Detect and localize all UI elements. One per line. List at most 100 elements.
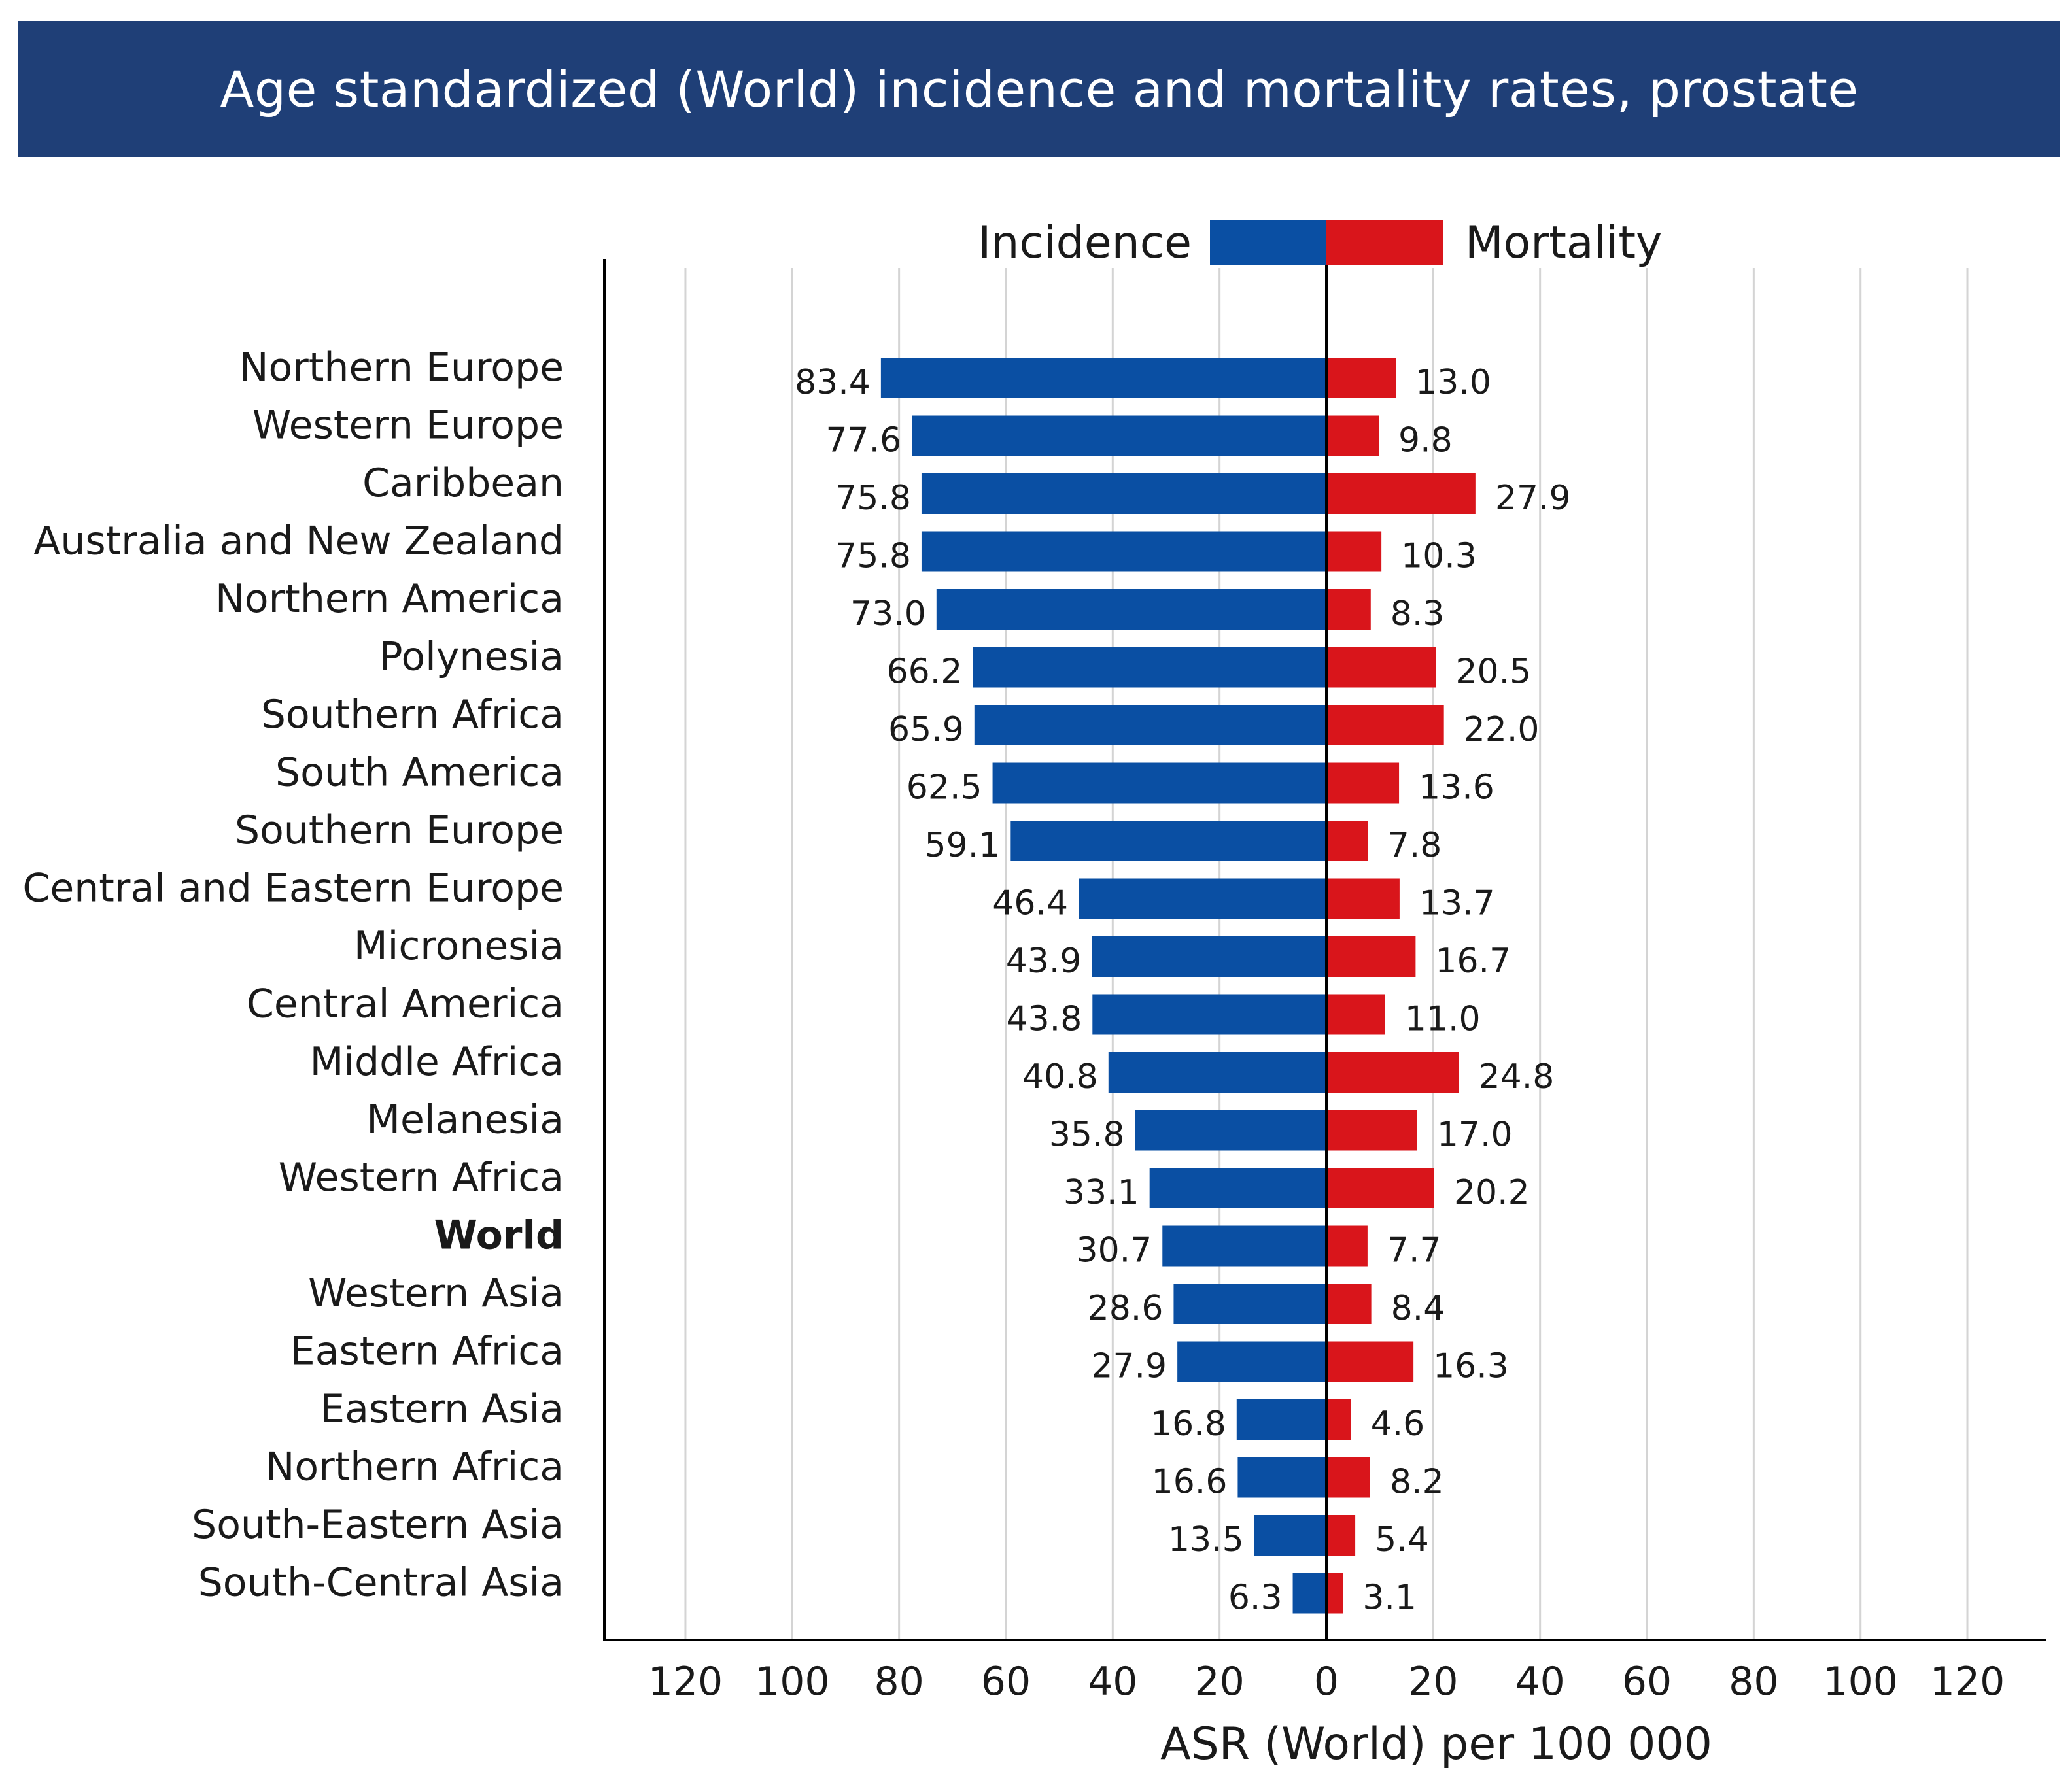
incidence-bar [1079, 878, 1326, 919]
mortality-value-label: 8.2 [1390, 1463, 1444, 1502]
incidence-value-label: 62.5 [907, 768, 982, 808]
category-label: Middle Africa [310, 1039, 564, 1085]
category-label: Melanesia [366, 1097, 564, 1143]
incidence-bar [880, 358, 1326, 398]
category-label: Caribbean [362, 460, 564, 506]
mortality-bar [1326, 821, 1368, 861]
x-tick-label: 60 [981, 1659, 1031, 1705]
x-axis-title: ASR (World) per 100 000 [1160, 1718, 1712, 1770]
incidence-value-label: 35.8 [1049, 1116, 1125, 1155]
mortality-bar [1326, 1399, 1351, 1440]
incidence-bar [1092, 936, 1326, 977]
x-tick-label: 100 [1823, 1659, 1898, 1705]
mortality-value-label: 4.6 [1371, 1405, 1425, 1444]
incidence-bar [1092, 994, 1326, 1035]
incidence-value-label: 27.9 [1091, 1347, 1167, 1386]
incidence-value-label: 77.6 [825, 421, 901, 460]
incidence-value-label: 73.0 [850, 594, 926, 634]
incidence-bar [936, 589, 1326, 630]
mortality-value-label: 7.7 [1387, 1231, 1442, 1270]
legend-incidence-label: Incidence [978, 217, 1192, 269]
x-tick-label: 40 [1088, 1659, 1137, 1705]
incidence-bar [921, 473, 1326, 514]
category-label: Western Africa [279, 1155, 564, 1201]
category-label: South-Central Asia [198, 1560, 564, 1606]
category-label: Central America [247, 981, 564, 1027]
mortality-value-label: 11.0 [1405, 1000, 1481, 1039]
category-label: Southern Europe [235, 808, 564, 853]
incidence-value-label: 16.6 [1152, 1463, 1228, 1502]
category-label: Micronesia [354, 923, 564, 969]
chart-title: Age standardized (World) incidence and m… [220, 60, 1859, 118]
incidence-value-label: 75.8 [835, 537, 911, 576]
category-label: South-Eastern Asia [192, 1502, 564, 1548]
x-tick-label: 100 [755, 1659, 830, 1705]
category-label: Western Europe [252, 403, 564, 449]
mortality-bar [1326, 1573, 1343, 1614]
incidence-value-label: 43.8 [1007, 1000, 1082, 1039]
mortality-value-label: 22.0 [1464, 710, 1540, 749]
mortality-value-label: 8.3 [1390, 594, 1445, 634]
incidence-bar [974, 705, 1326, 745]
mortality-value-label: 27.9 [1495, 479, 1571, 518]
x-tick-label: 120 [1930, 1659, 2005, 1705]
category-label: Central and Eastern Europe [22, 866, 564, 912]
mortality-value-label: 10.3 [1401, 537, 1477, 576]
mortality-bar [1326, 1457, 1370, 1498]
incidence-bar [1292, 1573, 1326, 1614]
mortality-value-label: 20.5 [1455, 653, 1531, 692]
incidence-value-label: 13.5 [1168, 1520, 1244, 1559]
x-tick-label: 0 [1314, 1659, 1339, 1705]
mortality-bar [1326, 994, 1385, 1035]
mortality-bar [1326, 762, 1400, 804]
mortality-value-label: 24.8 [1479, 1057, 1555, 1097]
mortality-bar [1326, 415, 1379, 456]
mortality-value-label: 13.6 [1419, 768, 1494, 808]
x-tick-label: 80 [1729, 1659, 1778, 1705]
incidence-value-label: 59.1 [925, 826, 1001, 865]
incidence-bar [1135, 1110, 1326, 1151]
category-label: Northern Africa [265, 1444, 564, 1490]
incidence-value-label: 75.8 [835, 479, 911, 518]
category-label: Eastern Asia [320, 1386, 564, 1432]
mortality-bar [1326, 936, 1416, 977]
mortality-bar [1326, 647, 1436, 688]
mortality-value-label: 8.4 [1391, 1289, 1445, 1328]
incidence-bar [1254, 1515, 1326, 1556]
x-tick-label: 20 [1408, 1659, 1458, 1705]
legend-mortality-swatch [1326, 220, 1443, 265]
incidence-value-label: 65.9 [888, 710, 964, 749]
mortality-value-label: 5.4 [1375, 1520, 1429, 1559]
incidence-bar [973, 647, 1326, 688]
incidence-value-label: 66.2 [887, 653, 963, 692]
incidence-value-label: 40.8 [1022, 1057, 1098, 1097]
category-label: Northern Europe [239, 345, 564, 390]
mortality-value-label: 13.0 [1415, 363, 1491, 402]
category-label: South America [275, 750, 564, 796]
mortality-value-label: 16.3 [1433, 1347, 1509, 1386]
incidence-bar [1173, 1284, 1326, 1324]
mortality-bar [1326, 1225, 1368, 1267]
x-tick-label: 80 [874, 1659, 924, 1705]
incidence-value-label: 43.9 [1006, 942, 1082, 981]
x-tick-label: 60 [1622, 1659, 1672, 1705]
category-label: Eastern Africa [290, 1329, 564, 1374]
x-tick-label: 40 [1515, 1659, 1565, 1705]
mortality-bar [1326, 531, 1382, 572]
x-tick-label: 20 [1194, 1659, 1244, 1705]
incidence-bar [992, 762, 1326, 804]
mortality-value-label: 16.7 [1435, 942, 1511, 981]
mortality-bar [1326, 589, 1371, 630]
mortality-value-label: 3.1 [1362, 1578, 1417, 1618]
incidence-value-label: 28.6 [1088, 1289, 1164, 1328]
chart-title-banner: Age standardized (World) incidence and m… [18, 21, 2060, 157]
mortality-value-label: 7.8 [1388, 826, 1442, 865]
mortality-bar [1326, 473, 1476, 514]
mortality-bar [1326, 1052, 1459, 1093]
mortality-bar [1326, 878, 1400, 919]
mortality-bar [1326, 1515, 1356, 1556]
incidence-bar [1162, 1225, 1326, 1267]
incidence-bar [912, 415, 1326, 456]
category-label: World [434, 1213, 564, 1259]
